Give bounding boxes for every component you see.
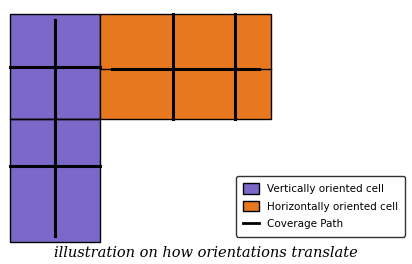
Bar [100, 15, 272, 119]
Bar [9, 119, 100, 242]
Text: illustration on how orientations translate: illustration on how orientations transla… [54, 246, 358, 260]
Bar [9, 15, 100, 119]
Legend: Vertically oriented cell, Horizontally oriented cell, Coverage Path: Vertically oriented cell, Horizontally o… [236, 176, 405, 237]
